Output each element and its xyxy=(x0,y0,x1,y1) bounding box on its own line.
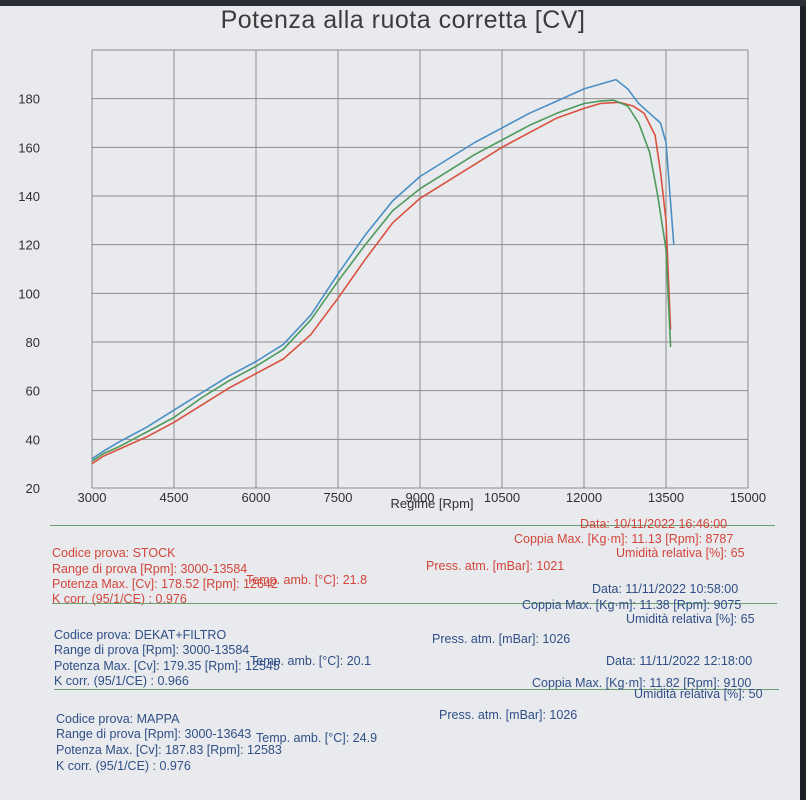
y-tick-label: 40 xyxy=(26,432,40,447)
x-tick-label: 7500 xyxy=(324,490,353,505)
test-data: Data: 10/11/2022 16:46:00 xyxy=(580,517,728,531)
test-potenza: Potenza Max. [Cv]: 187.83 [Rpm]: 12583 xyxy=(56,743,282,757)
y-axis-ticks: 20 40 60 80 100 120 140 160 180 xyxy=(18,92,40,496)
test-potenza: Potenza Max. [Cv]: 178.52 [Rpm]: 12642 xyxy=(52,577,278,591)
power-chart: 20 40 60 80 100 120 140 160 180 3000 4500 6000 7500… xyxy=(18,49,767,511)
chart-grid xyxy=(91,49,749,489)
y-tick-label: 180 xyxy=(18,92,40,107)
test-press: Press. atm. [mBar]: 1026 xyxy=(439,708,578,722)
test-info-stock: Codice prova: STOCK Range di prova [Rpm]… xyxy=(50,517,775,606)
series-line-mappa xyxy=(91,78,675,460)
x-tick-label: 10500 xyxy=(484,490,520,505)
test-range: Range di prova [Rpm]: 3000-13643 xyxy=(56,727,252,741)
test-temp: Temp. amb. [°C]: 24.9 xyxy=(256,731,378,745)
test-codice: Codice prova: STOCK xyxy=(52,546,176,560)
y-tick-label: 60 xyxy=(26,384,40,399)
test-temp: Temp. amb. [°C]: 20.1 xyxy=(250,654,372,668)
test-coppia: Coppia Max. [Kg·m]: 11.38 [Rpm]: 9075 xyxy=(522,598,742,612)
test-press: Press. atm. [mBar]: 1021 xyxy=(426,559,565,573)
test-press: Press. atm. [mBar]: 1026 xyxy=(432,632,571,646)
x-tick-label: 3000 xyxy=(78,490,107,505)
test-info-dekat: Codice prova: DEKAT+FILTRO Range di prov… xyxy=(52,582,777,690)
y-tick-label: 120 xyxy=(18,238,40,253)
test-data: Data: 11/11/2022 12:18:00 xyxy=(606,654,753,668)
test-coppia: Coppia Max. [Kg·m]: 11.13 [Rpm]: 8787 xyxy=(514,532,734,546)
test-umidita: Umidità relativa [%]: 65 xyxy=(616,546,745,560)
x-tick-label: 4500 xyxy=(160,490,189,505)
test-range: Range di prova [Rpm]: 3000-13584 xyxy=(54,643,250,657)
test-kcorr: K corr. (95/1/CE) : 0.966 xyxy=(54,674,189,688)
test-umidita: Umidità relativa [%]: 65 xyxy=(626,612,755,626)
test-coppia: Coppia Max. [Kg·m]: 11.82 [Rpm]: 9100 xyxy=(532,676,752,690)
x-tick-label: 9000 xyxy=(406,490,435,505)
test-umidita: Umidità relativa [%]: 50 xyxy=(634,687,763,701)
y-tick-label: 100 xyxy=(18,286,40,301)
test-codice: Codice prova: DEKAT+FILTRO xyxy=(54,628,227,642)
test-kcorr: K corr. (95/1/CE) : 0.976 xyxy=(56,759,191,773)
x-axis-label: Regime [Rpm] xyxy=(390,496,473,511)
background-edge xyxy=(0,0,806,6)
series-lines xyxy=(91,78,675,465)
test-data: Data: 11/11/2022 10:58:00 xyxy=(592,582,739,596)
chart-title: Potenza alla ruota corretta [CV] xyxy=(220,6,586,34)
test-info-mappa: Codice prova: MAPPA Range di prova [Rpm]… xyxy=(54,654,779,790)
series-line-stock xyxy=(91,101,672,465)
test-potenza: Potenza Max. [Cv]: 179.35 [Rpm]: 12545 xyxy=(54,659,280,673)
test-kcorr: K corr. (95/1/CE) : 0.976 xyxy=(52,592,187,606)
y-tick-label: 20 xyxy=(26,481,40,496)
y-tick-label: 80 xyxy=(26,335,40,350)
x-tick-label: 15000 xyxy=(730,490,766,505)
series-line-dekat-filtro xyxy=(91,99,672,462)
test-range: Range di prova [Rpm]: 3000-13584 xyxy=(52,562,248,576)
y-tick-label: 140 xyxy=(18,189,40,204)
x-tick-label: 13500 xyxy=(648,490,684,505)
x-tick-label: 12000 xyxy=(566,490,602,505)
test-codice: Codice prova: MAPPA xyxy=(56,712,180,726)
y-tick-label: 160 xyxy=(18,140,40,155)
test-temp: Temp. amb. [°C]: 21.8 xyxy=(246,573,368,587)
x-axis-ticks: 3000 4500 6000 7500 9000 10500 12000 13500 15000 xyxy=(78,490,767,505)
x-tick-label: 6000 xyxy=(242,490,271,505)
